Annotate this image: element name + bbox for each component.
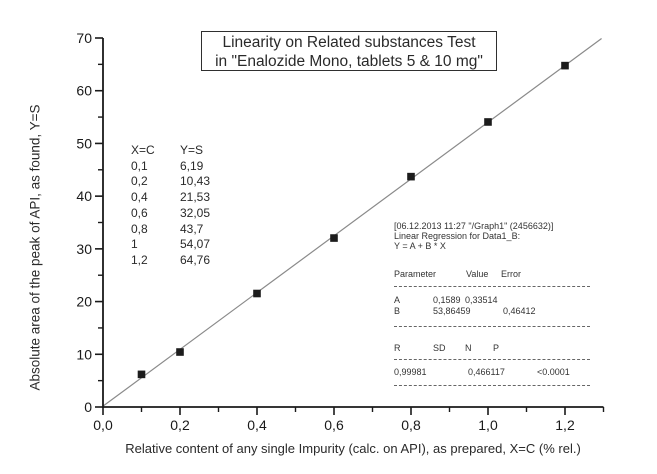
param-cell: B <box>394 306 401 316</box>
y-tick-label: 10 <box>76 346 92 362</box>
divider <box>394 326 590 327</box>
data-listing: X=C Y=S 0,1 6,19 0,2 10,43 0,4 21,53 0,6… <box>131 143 210 269</box>
param-cell: 0,1589 <box>433 295 461 305</box>
x-tick-label: 1,2 <box>555 417 575 433</box>
stats-header-cell: P <box>493 343 500 353</box>
stats-header-cell: SD <box>433 343 446 353</box>
stats-value-cell: 0,466117 <box>468 367 505 377</box>
data-listing-cell: 64,76 <box>180 252 211 267</box>
stats-value-cell: 0,99981 <box>394 367 427 377</box>
param-header-cell: Error <box>501 269 521 279</box>
x-tick-label: 0,8 <box>401 417 421 433</box>
y-tick-label: 0 <box>84 399 92 415</box>
param-cell: A <box>394 295 401 305</box>
regression-equation: Y = A + B * X <box>394 241 446 251</box>
param-header-cell: Parameter <box>394 269 437 279</box>
data-listing-row: 1,2 64,76 <box>131 253 210 269</box>
plot-title-line2: in "Enalozide Mono, tablets 5 & 10 mg" <box>215 53 483 70</box>
regression-header-line: [06.12.2013 11:27 "/Graph1" (2456632)] <box>394 221 554 231</box>
data-point <box>484 118 492 126</box>
divider <box>394 385 590 386</box>
data-listing-cell: 1,2 <box>131 252 148 267</box>
data-listing-row: 0,8 43,7 <box>131 222 210 238</box>
regression-subtitle: Linear Regression for Data1_B: <box>394 231 521 241</box>
y-tick-label: 40 <box>76 188 92 204</box>
data-listing-cell: 0,1 <box>131 158 148 173</box>
data-listing-header-x: X=C <box>131 143 155 157</box>
param-cell: 53,86459 <box>433 306 471 316</box>
stats-header-cell: N <box>465 343 472 353</box>
x-tick-label: 0,2 <box>170 417 190 433</box>
divider <box>394 359 590 360</box>
data-listing-cell: 21,53 <box>180 190 211 205</box>
stats-header-cell: R <box>394 343 401 353</box>
data-listing-row: 0,6 32,05 <box>131 206 210 222</box>
x-tick-label: 1,0 <box>478 417 498 433</box>
param-cell: 0,33514 <box>465 295 498 305</box>
data-listing-header: X=C Y=S <box>131 143 210 159</box>
y-tick-label: 70 <box>76 30 92 46</box>
data-point <box>137 370 146 379</box>
data-listing-header-y: Y=S <box>180 143 204 157</box>
y-tick-label: 60 <box>76 83 92 99</box>
data-point <box>330 234 338 242</box>
data-listing-cell: 32,05 <box>180 205 211 220</box>
data-point <box>176 348 184 356</box>
data-point <box>253 289 261 298</box>
regression-stats-box: [06.12.2013 11:27 "/Graph1" (2456632)] L… <box>394 220 594 395</box>
data-listing-cell: 1 <box>131 237 138 252</box>
param-header-cell: Value <box>466 269 489 279</box>
data-listing-cell: 0,8 <box>131 221 148 236</box>
x-axis-title: Relative content of any single Impurity … <box>125 441 581 456</box>
plot-title-line1: Linearity on Related substances Test <box>222 34 476 51</box>
data-listing-cell: 10,43 <box>180 174 211 189</box>
data-point <box>407 172 415 181</box>
x-tick-label: 0,6 <box>324 417 344 433</box>
x-tick-label: 0,4 <box>247 417 267 433</box>
plot-title-box: Linearity on Related substances Test in … <box>201 31 497 71</box>
data-listing-row: 0,1 6,19 <box>131 159 210 175</box>
param-cell: 0,46412 <box>503 306 536 316</box>
divider <box>394 286 590 287</box>
data-listing-row: 1 54,07 <box>131 237 210 253</box>
regression-line <box>102 37 602 407</box>
y-tick-label: 50 <box>76 135 92 151</box>
data-point <box>561 61 569 70</box>
data-listing-cell: 54,07 <box>180 237 211 252</box>
y-tick-label: 20 <box>76 294 92 310</box>
data-listing-row: 0,4 21,53 <box>131 190 210 206</box>
x-tick-label: 0,0 <box>93 417 113 433</box>
stats-value-cell: <0.0001 <box>537 367 570 377</box>
data-listing-cell: 43,7 <box>180 221 204 236</box>
data-listing-row: 0,2 10,43 <box>131 174 210 190</box>
y-axis-title: Absolute area of the peak of API, as fou… <box>27 104 43 391</box>
data-listing-cell: 0,4 <box>131 190 148 205</box>
data-listing-cell: 6,19 <box>180 158 204 173</box>
data-listing-cell: 0,6 <box>131 205 148 220</box>
y-tick-label: 30 <box>76 241 92 257</box>
data-listing-cell: 0,2 <box>131 174 148 189</box>
